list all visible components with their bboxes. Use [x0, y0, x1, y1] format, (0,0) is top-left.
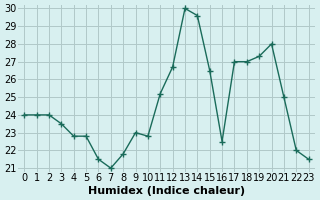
X-axis label: Humidex (Indice chaleur): Humidex (Indice chaleur)	[88, 186, 245, 196]
